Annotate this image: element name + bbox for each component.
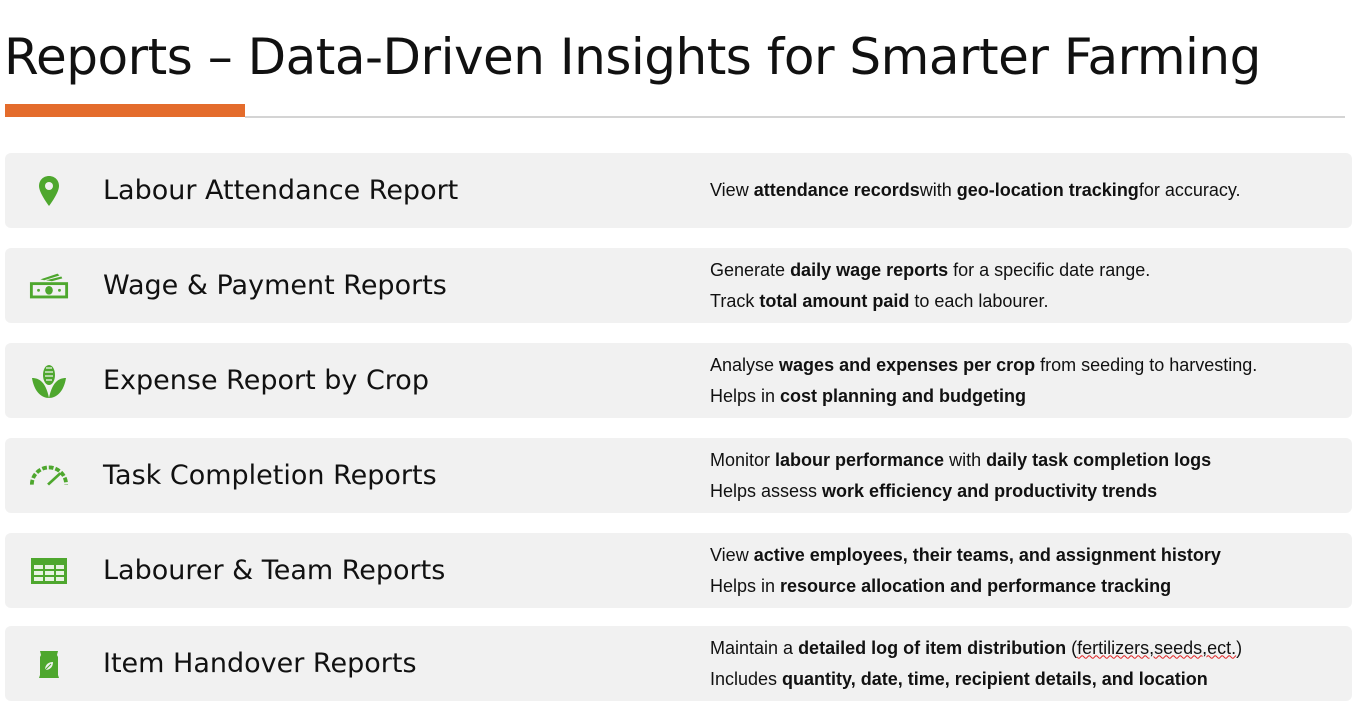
speedometer-icon: [29, 458, 69, 494]
description-text: with: [944, 449, 987, 470]
description-line: Helps in cost planning and budgeting: [710, 381, 1257, 412]
report-description: Maintain a detailed log of item distribu…: [710, 626, 1242, 701]
corn-icon: [29, 363, 69, 399]
highlight-text: quantity, date, time, recipient details,…: [782, 668, 1208, 689]
report-description: Generate daily wage reports for a specif…: [710, 248, 1150, 323]
highlight-text: total amount paid: [759, 290, 910, 311]
report-title: Wage & Payment Reports: [103, 270, 447, 301]
report-title: Task Completion Reports: [103, 460, 437, 491]
description-line: View active employees, their teams, and …: [710, 540, 1221, 571]
description-line: Helps in resource allocation and perform…: [710, 571, 1221, 602]
description-text: with: [919, 180, 957, 200]
title-accent-bar: [5, 104, 245, 117]
report-description: Analyse wages and expenses per crop from…: [710, 343, 1257, 418]
description-text: Includes: [710, 668, 783, 689]
map-pin-icon: [29, 173, 69, 209]
description-text: Generate: [710, 259, 791, 280]
highlight-text: labour performance: [775, 449, 945, 470]
description-text: fertilizers,seeds,ect.: [1077, 637, 1237, 658]
report-card: Labourer & Team Reports View active emplo…: [5, 533, 1352, 608]
description-line: Includes quantity, date, time, recipient…: [710, 664, 1242, 695]
report-card: Labour Attendance Report View attendance …: [5, 153, 1352, 228]
highlight-text: detailed log of item distribution: [798, 637, 1067, 658]
report-title: Labourer & Team Reports: [103, 555, 446, 586]
highlight-text: daily wage reports: [790, 259, 949, 280]
slide-title: Reports – Data-Driven Insights for Smart…: [4, 28, 1261, 86]
report-description: View active employees, their teams, and …: [710, 533, 1221, 608]
money-icon: [29, 268, 69, 304]
description-text: Helps in: [710, 385, 781, 406]
description-line: Track total amount paid to each labourer…: [710, 286, 1150, 317]
report-title: Expense Report by Crop: [103, 365, 429, 396]
description-text: View: [710, 544, 754, 565]
highlight-text: wages and expenses per crop: [779, 354, 1036, 375]
description-line: View attendance recordswith geo-location…: [710, 175, 1241, 206]
report-description: Monitor labour performance with daily ta…: [710, 438, 1211, 513]
description-text: to each labourer.: [909, 290, 1049, 311]
report-card: Expense Report by Crop Analyse wages and …: [5, 343, 1352, 418]
highlight-text: active employees, their teams, and assig…: [753, 544, 1221, 565]
description-text: Helps assess: [710, 480, 823, 501]
description-text: (: [1066, 637, 1078, 658]
description-text: Analyse: [710, 354, 780, 375]
description-text: for accuracy.: [1138, 180, 1241, 200]
description-text: from seeding to harvesting.: [1035, 354, 1258, 375]
description-text: for a specific date range.: [948, 259, 1151, 280]
highlight-text: cost planning and budgeting: [780, 385, 1027, 406]
report-card: Wage & Payment Reports Generate daily wag…: [5, 248, 1352, 323]
report-card: Item Handover Reports Maintain a detailed…: [5, 626, 1352, 701]
description-line: Generate daily wage reports for a specif…: [710, 255, 1150, 286]
highlight-text: work efficiency and productivity trends: [822, 480, 1158, 501]
table-icon: [29, 553, 69, 589]
description-text: View: [710, 180, 754, 200]
description-text: Track: [710, 290, 760, 311]
description-line: Monitor labour performance with daily ta…: [710, 445, 1211, 476]
description-line: Maintain a detailed log of item distribu…: [710, 633, 1242, 664]
description-line: Analyse wages and expenses per crop from…: [710, 350, 1257, 381]
description-text: ): [1236, 637, 1243, 658]
description-text: Monitor: [710, 449, 776, 470]
report-description: View attendance recordswith geo-location…: [710, 153, 1241, 228]
seed-bag-icon: [29, 646, 69, 682]
description-text: Maintain a: [710, 637, 799, 658]
highlight-text: attendance records: [753, 180, 920, 200]
highlight-text: geo-location tracking: [956, 180, 1139, 200]
highlight-text: resource allocation and performance trac…: [780, 575, 1172, 596]
title-divider: [245, 116, 1345, 118]
description-text: Helps in: [710, 575, 781, 596]
report-title: Item Handover Reports: [103, 648, 417, 679]
report-title: Labour Attendance Report: [103, 175, 459, 206]
highlight-text: daily task completion logs: [986, 449, 1212, 470]
report-card: Task Completion Reports Monitor labour pe…: [5, 438, 1352, 513]
description-line: Helps assess work efficiency and product…: [710, 476, 1211, 507]
